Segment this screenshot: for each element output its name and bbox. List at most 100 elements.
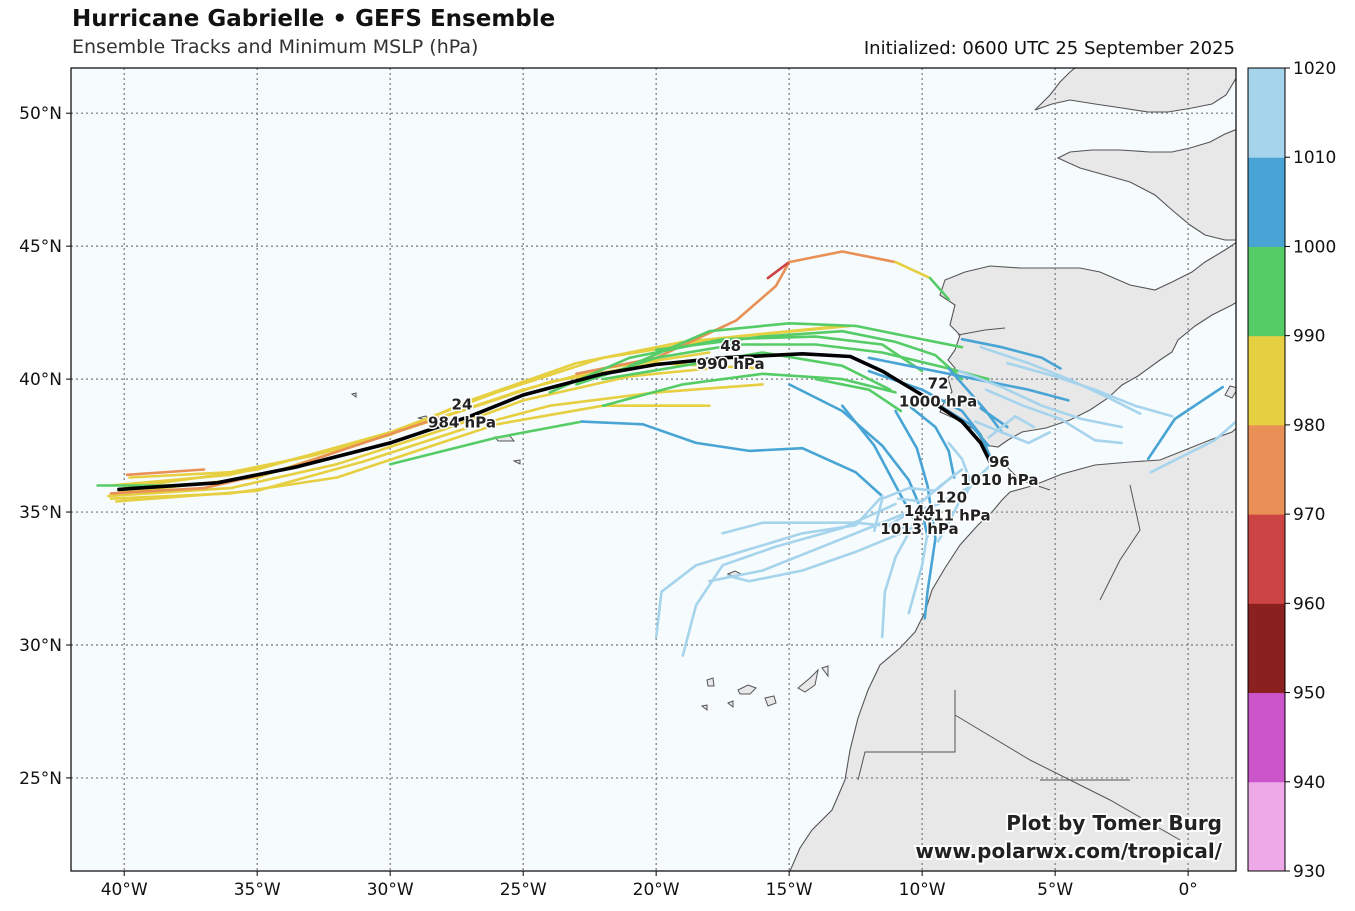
colorbar-segment [1248,68,1285,158]
colorbar-segment [1248,514,1285,604]
mean-track [117,352,994,492]
init-time: Initialized: 0600 UTC 25 September 2025 [863,38,1235,59]
colorbar-label: 990 [1293,327,1325,347]
land-balearic [1224,385,1236,399]
ensemble-track [894,409,937,620]
forecast-hour-label: 72 [928,374,949,392]
ensemble-track [654,494,884,639]
colorbar-segment [1248,246,1285,337]
colorbar-segment [1248,692,1285,783]
colorbar-segment [1248,157,1285,247]
ensemble-track [960,337,1062,370]
ensemble-track [628,322,964,368]
colorbar-label: 1010 [1293,148,1336,168]
pressure-label: 1011 hPa [912,507,990,525]
y-tick-label: 35°N [19,503,62,523]
grid-lines [71,68,1236,871]
ensemble-track [907,404,956,479]
ensemble-track [580,420,884,498]
land-canaries [700,665,829,712]
ensemble-track [880,521,916,639]
ensemble-track [654,329,964,381]
colorbar-label: 980 [1293,416,1325,436]
ensemble-track [122,324,852,490]
y-tick-label: 30°N [19,636,62,656]
ensemble-track [947,367,1004,434]
y-tick-label: 40°N [19,370,62,390]
x-tick-label: 0° [1178,880,1197,900]
ensemble-track [721,521,911,535]
x-tick-label: 10°W [899,880,946,900]
mean-track-line [117,352,994,492]
x-tick-label: 25°W [500,880,547,900]
ensemble-track [601,372,897,407]
colorbar-segment [1248,603,1285,694]
ensemble-track [814,377,903,413]
ensemble-track [787,383,929,538]
forecast-hour-label: 120 [936,489,967,507]
border-lines [857,327,1181,841]
ensemble-track [894,260,932,280]
map-frame [70,67,1237,872]
x-tick-label: 5°W [1037,880,1073,900]
ensemble-track [907,532,929,615]
pressure-label: 1000 hPa [899,392,977,410]
colorbar-segment [1248,781,1285,872]
ensemble-track [947,441,972,503]
ensemble-track [548,335,924,394]
land-iberia-france [939,242,1236,448]
ensemble-track [766,260,791,280]
colorbar-label: 930 [1293,862,1325,882]
ensemble-track [388,420,583,466]
land-layer [350,68,1236,871]
pressure-label: 990 hPa [697,355,765,373]
y-tick-label: 25°N [19,769,62,789]
credit-url: www.polarwx.com/tropical/ [915,839,1222,863]
ensemble-track [896,468,964,503]
colorbar-segment [1248,424,1285,515]
x-tick-label: 40°W [101,880,148,900]
ensemble-track [726,532,903,583]
colorbar-label: 940 [1293,773,1325,793]
ensemble-track [974,420,1052,445]
x-tick-label: 20°W [633,880,680,900]
ensemble-track [1146,385,1224,461]
chart-subtitle: Ensemble Tracks and Minimum MSLP (hPa) [72,36,479,58]
ensemble-track [787,250,897,264]
pressure-label: 1010 hPa [960,471,1038,489]
ensemble-track [1149,420,1236,474]
forecast-hour-label: 48 [720,337,741,355]
land-north-africa [789,427,1236,871]
y-tick-label: 45°N [19,237,62,257]
ensemble-track [841,404,916,522]
ensemble-track [125,468,206,477]
ensemble-track [708,510,911,583]
colorbar-segment [1248,335,1285,426]
chart-title: Hurricane Gabrielle • GEFS Ensemble [72,6,556,32]
pressure-label: 1013 hPa [880,520,958,538]
colorbar-label: 1020 [1293,59,1336,79]
x-tick-label: 30°W [367,880,414,900]
y-axis-ticks: 25°N 30°N 35°N 40°N 45°N 50°N [19,104,71,789]
ensemble-track [681,502,897,657]
ensemble-track [958,369,1123,429]
ensemble-track [106,367,711,498]
x-tick-label: 35°W [234,880,281,900]
ensemble-track [601,351,892,391]
land-channel-coast [1056,129,1236,241]
ensemble-track [987,415,1036,439]
colorbar-frame [1247,67,1286,872]
ensemble-track [928,276,950,301]
colorbar-label: 970 [1293,505,1325,525]
colorbar-label: 950 [1293,684,1325,704]
pressure-label: 984 hPa [428,414,496,432]
ensemble-track [979,345,1142,415]
land-britain [1034,68,1236,113]
colorbar-label: 1000 [1293,237,1336,257]
colorbar-label: 960 [1293,594,1325,614]
credit-author: Plot by Tomer Burg [1006,811,1222,835]
ensemble-track [979,407,1009,429]
forecast-hour-label: 144 [904,502,935,520]
